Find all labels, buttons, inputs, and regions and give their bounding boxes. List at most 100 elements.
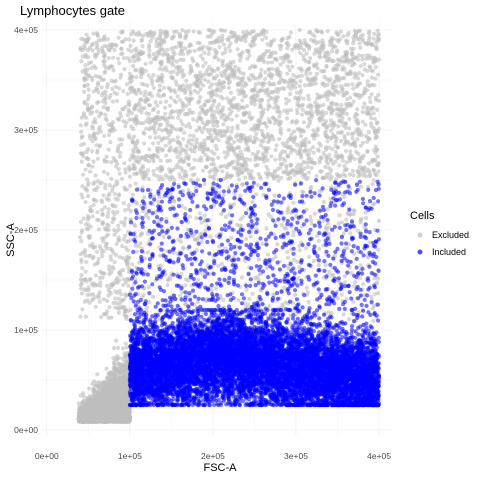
- data-point: [243, 175, 248, 180]
- data-point: [327, 152, 332, 157]
- data-point: [358, 143, 363, 148]
- data-point: [175, 135, 180, 140]
- data-point: [280, 162, 285, 167]
- data-point: [200, 129, 205, 135]
- data-point: [371, 167, 376, 172]
- data-point: [325, 97, 330, 102]
- data-point: [147, 147, 152, 152]
- data-point: [305, 175, 310, 180]
- data-point: [285, 64, 290, 69]
- data-point: [77, 407, 82, 413]
- data-point: [109, 407, 114, 412]
- data-point: [290, 47, 295, 52]
- data-point: [373, 65, 378, 70]
- data-point: [246, 148, 251, 153]
- data-point: [122, 383, 127, 388]
- data-point: [288, 108, 294, 113]
- data-point: [109, 380, 114, 385]
- data-point: [277, 137, 282, 142]
- data-point: [269, 90, 274, 95]
- data-point: [104, 375, 109, 380]
- data-point: [350, 82, 355, 87]
- data-point: [306, 93, 311, 98]
- data-point: [123, 419, 128, 425]
- data-point: [119, 388, 124, 393]
- data-point: [335, 102, 340, 107]
- data-point: [163, 143, 168, 148]
- data-point: [126, 408, 132, 413]
- data-point: [192, 48, 197, 53]
- data-point: [125, 345, 130, 350]
- data-point: [167, 103, 172, 108]
- data-point: [368, 121, 374, 126]
- data-point: [102, 415, 107, 420]
- data-point: [324, 110, 329, 115]
- data-point: [235, 132, 240, 137]
- data-point: [226, 85, 232, 90]
- data-point: [323, 164, 328, 170]
- data-point: [138, 121, 143, 126]
- data-point: [357, 41, 362, 46]
- data-point: [287, 68, 292, 73]
- data-point: [306, 170, 311, 175]
- data-point: [376, 72, 381, 77]
- data-point: [90, 381, 95, 386]
- data-point: [340, 158, 345, 163]
- data-point: [362, 67, 367, 72]
- data-point: [365, 79, 370, 84]
- data-point: [103, 389, 109, 394]
- data-point: [288, 30, 293, 35]
- data-point: [250, 151, 255, 156]
- data-point: [278, 126, 283, 131]
- data-point: [319, 169, 324, 174]
- data-point: [190, 137, 195, 142]
- data-point: [326, 51, 331, 56]
- data-point: [188, 133, 193, 138]
- data-point: [91, 387, 97, 392]
- data-point: [303, 137, 308, 142]
- data-point: [325, 29, 330, 34]
- data-point: [131, 38, 136, 43]
- data-point: [371, 111, 376, 116]
- data-point: [286, 98, 291, 103]
- data-point: [373, 95, 378, 100]
- data-point: [291, 129, 296, 134]
- data-point: [337, 118, 342, 123]
- data-point: [100, 391, 105, 396]
- data-point: [325, 139, 330, 144]
- data-point: [218, 164, 223, 169]
- data-point: [361, 105, 366, 110]
- data-point: [209, 162, 214, 167]
- data-point: [360, 53, 365, 59]
- data-point: [297, 27, 302, 33]
- data-point: [184, 144, 189, 149]
- data-point: [99, 386, 104, 391]
- data-point: [150, 141, 156, 146]
- data-point: [331, 58, 336, 64]
- data-point: [139, 38, 144, 44]
- data-point: [81, 409, 86, 414]
- data-point: [123, 379, 128, 384]
- data-point: [319, 30, 325, 35]
- data-point: [232, 139, 237, 144]
- data-point: [255, 162, 260, 167]
- data-point: [217, 102, 222, 107]
- data-point: [275, 104, 280, 109]
- data-point: [263, 76, 268, 81]
- data-point: [309, 165, 314, 171]
- data-point: [111, 355, 116, 360]
- data-point: [107, 403, 112, 408]
- data-point: [365, 105, 370, 110]
- data-point: [298, 50, 303, 56]
- data-point: [350, 136, 355, 141]
- data-point: [164, 153, 169, 158]
- data-point: [88, 406, 93, 411]
- data-point: [236, 88, 241, 93]
- data-point: [115, 373, 120, 378]
- data-point: [182, 130, 187, 135]
- data-point: [96, 415, 102, 420]
- data-point: [243, 94, 249, 99]
- data-point: [121, 346, 126, 351]
- data-point: [161, 93, 166, 98]
- data-point: [280, 86, 285, 91]
